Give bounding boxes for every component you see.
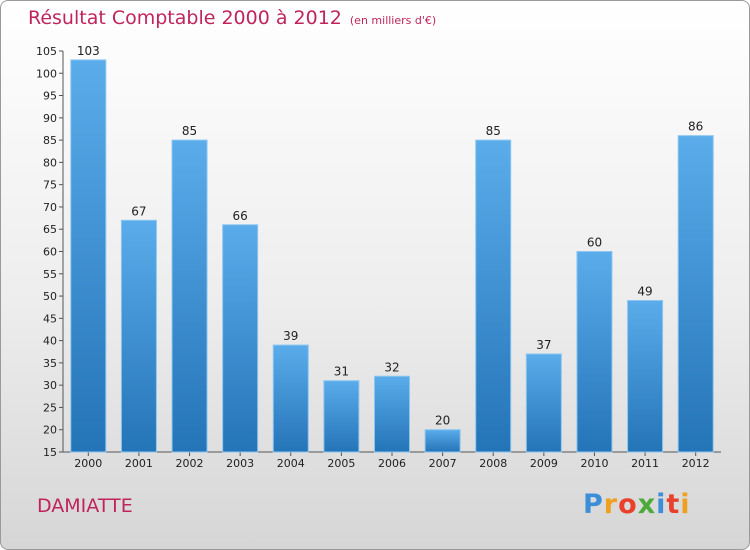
x-tick-label-2010: 2010 — [580, 457, 608, 470]
bar-2009 — [525, 353, 562, 453]
data-label-2010: 60 — [587, 236, 602, 250]
y-tick-label: 35 — [43, 357, 57, 370]
y-tick-label: 40 — [43, 335, 57, 348]
chart-title-text: Résultat Comptable 2000 à 2012 — [28, 7, 342, 29]
logo-letter: t — [666, 489, 681, 520]
chart-bars: 103 67 85 66 39 31 32 20 85 37 60 49 86 — [70, 44, 714, 453]
bar-2001 — [120, 219, 157, 453]
bar-2002 — [171, 139, 208, 453]
logo-letter: P — [583, 489, 604, 520]
bar-2010 — [576, 251, 613, 453]
bar-2004 — [272, 344, 309, 453]
y-tick-label: 75 — [43, 179, 57, 192]
y-tick-label: 80 — [43, 156, 57, 169]
logo-letter: x — [637, 489, 657, 520]
y-tick-label: 65 — [43, 223, 57, 236]
x-tick-label-2003: 2003 — [226, 457, 254, 470]
bar-2007 — [424, 429, 461, 453]
data-label-2001: 67 — [131, 204, 146, 218]
x-tick-label-2005: 2005 — [327, 457, 355, 470]
data-label-2008: 85 — [486, 124, 501, 138]
x-tick-label-2001: 2001 — [125, 457, 153, 470]
y-tick-label: 100 — [36, 67, 57, 80]
y-tick-label: 90 — [43, 112, 57, 125]
data-label-2002: 85 — [182, 124, 197, 138]
bar-2011 — [627, 300, 664, 453]
bar-2008 — [475, 139, 512, 453]
x-tick-label-2000: 2000 — [74, 457, 102, 470]
logo-letter: i — [680, 489, 691, 520]
bar-2006 — [374, 375, 410, 453]
bar-2000 — [70, 59, 107, 453]
x-tick-label-2007: 2007 — [429, 457, 457, 470]
x-tick-label-2002: 2002 — [176, 457, 204, 470]
logo-letter: o — [618, 489, 638, 520]
x-tick-label-2006: 2006 — [378, 457, 406, 470]
x-tick-label-2009: 2009 — [530, 457, 558, 470]
x-tick-label-2004: 2004 — [277, 457, 305, 470]
data-label-2011: 49 — [637, 285, 652, 299]
y-tick-label: 95 — [43, 90, 57, 103]
x-tick-label-2012: 2012 — [682, 457, 710, 470]
y-tick-label: 55 — [43, 268, 57, 281]
y-tick-label: 30 — [43, 379, 57, 392]
y-tick-label: 60 — [43, 246, 57, 259]
data-label-2012: 86 — [688, 120, 703, 134]
chart-unit-label: (en milliers d'€) — [349, 14, 437, 27]
x-tick-label-2011: 2011 — [631, 457, 659, 470]
y-tick-label: 20 — [43, 424, 57, 437]
x-tick-label-2008: 2008 — [479, 457, 507, 470]
chart-title: Résultat Comptable 2000 à 2012 (en millie… — [28, 7, 436, 29]
data-label-2007: 20 — [435, 414, 450, 428]
logo-letter: r — [603, 489, 619, 520]
y-tick-label: 85 — [43, 134, 57, 147]
commune-name: DAMIATTE — [37, 495, 133, 517]
data-label-2009: 37 — [536, 338, 551, 352]
y-tick-label: 25 — [43, 401, 57, 414]
logo-letter: i — [656, 489, 667, 520]
y-tick-label: 45 — [43, 312, 57, 325]
data-label-2006: 32 — [384, 360, 399, 374]
y-tick-label: 15 — [43, 446, 57, 459]
data-label-2004: 39 — [283, 329, 298, 343]
data-label-2003: 66 — [233, 209, 248, 223]
proxiti-logo: Proxiti — [583, 489, 691, 520]
data-label-2005: 31 — [334, 365, 349, 379]
y-tick-label: 70 — [43, 201, 57, 214]
bar-2003 — [222, 224, 259, 453]
data-label-2000: 103 — [77, 44, 100, 58]
bar-2005 — [323, 380, 360, 453]
bar-2012 — [677, 135, 714, 453]
y-tick-label: 50 — [43, 290, 57, 303]
y-tick-label: 105 — [36, 45, 57, 58]
